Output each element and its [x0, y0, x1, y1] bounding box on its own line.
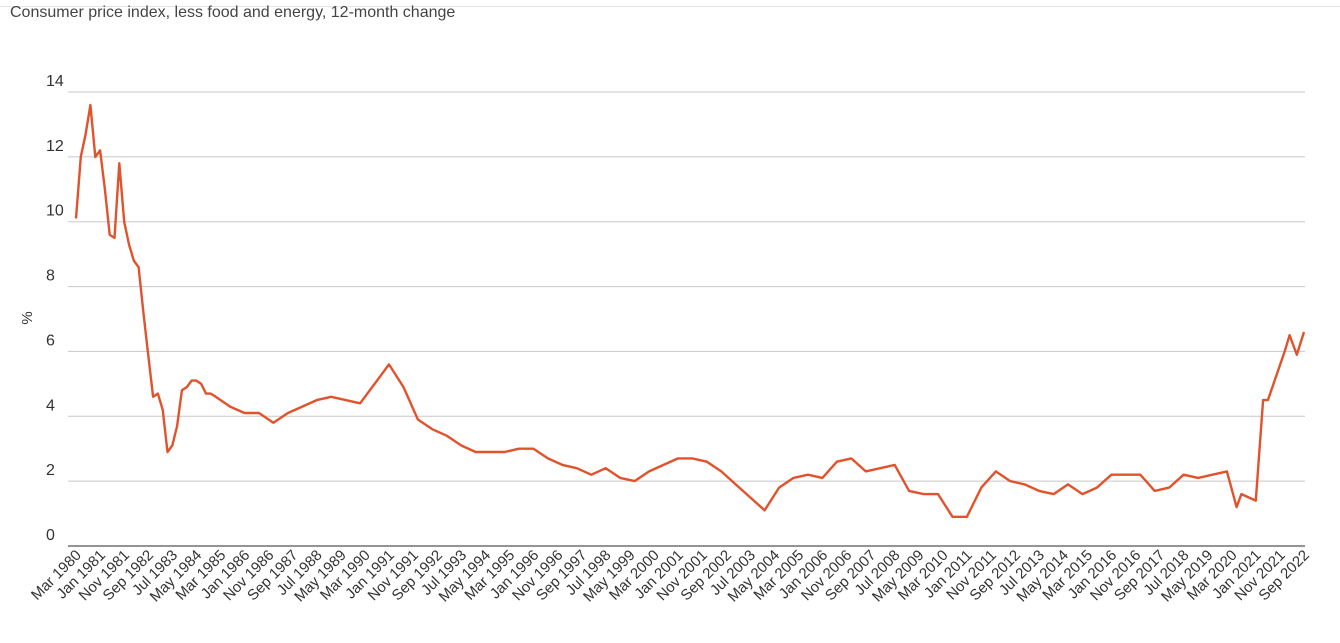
top-divider [0, 6, 1340, 7]
y-tick-label: 2 [46, 462, 55, 479]
y-tick-label: 8 [46, 268, 55, 285]
y-axis-label: % [19, 311, 36, 324]
y-tick-label: 12 [46, 138, 64, 155]
series-group [74, 103, 1306, 518]
y-tick-label: 0 [46, 527, 55, 544]
gridlines [68, 91, 1305, 547]
y-tick-label: 6 [46, 332, 55, 349]
y-tick-label: 14 [46, 73, 64, 90]
y-tick-label: 4 [46, 397, 55, 414]
y-axis-ticks: 0 2 4 6 8 10 12 14 [46, 73, 64, 544]
series-line [74, 103, 1306, 518]
y-tick-label: 10 [46, 203, 64, 220]
chart-subtitle: Consumer price index, less food and ener… [10, 4, 456, 21]
